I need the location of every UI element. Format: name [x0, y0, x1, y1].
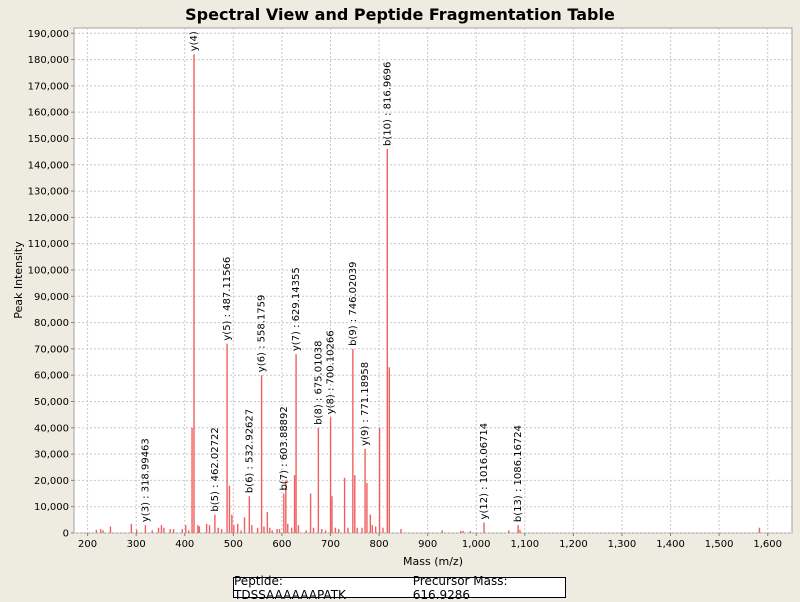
y-axis: 0 10,000 20,000 30,000 40,000 50,000 60,000 70,… — [28, 29, 74, 540]
peak-annotation: y(4) — [189, 31, 200, 51]
y-tick-label: 30,000 — [34, 450, 69, 461]
y-tick-label: 20,000 — [34, 476, 69, 487]
y-axis-label: Peak Intensity — [12, 241, 25, 319]
peak-annotation: y(7) : 629.14355 — [291, 267, 302, 351]
y-tick-label: 80,000 — [34, 318, 69, 329]
x-tick-label: 500 — [224, 539, 243, 550]
x-axis: 200 300 400 500 600 700 800 900 1,000 1,100 1,200 1… — [78, 533, 782, 550]
y-tick-label: 100,000 — [28, 265, 69, 276]
x-tick-label: 300 — [127, 539, 146, 550]
x-tick-label: 1,500 — [705, 539, 734, 550]
peptide-sequence: Peptide: TDSSAAAAAAPATK — [234, 573, 346, 602]
y-tick-label: 160,000 — [28, 108, 69, 119]
peak-annotations: y(3) : 318.99463 y(4) b(5) : 462.02722 y(5)… — [140, 31, 524, 522]
plot-area — [73, 27, 793, 534]
peak-annotation: y(12) : 1016.06714 — [479, 423, 490, 520]
x-tick-label: 700 — [321, 539, 340, 550]
x-tick-label: 600 — [272, 539, 291, 550]
y-tick-label: 70,000 — [34, 344, 69, 355]
peak-annotation: b(6) : 532.92627 — [244, 409, 255, 493]
y-tick-label: 170,000 — [28, 81, 69, 92]
y-tick-label: 120,000 — [28, 213, 69, 224]
x-tick-label: 200 — [78, 539, 97, 550]
y-tick-label: 140,000 — [28, 160, 69, 171]
peak-annotation: y(5) : 487.11566 — [222, 257, 233, 341]
y-tick-label: 150,000 — [28, 134, 69, 145]
x-tick-label: 1,600 — [753, 539, 782, 550]
peak-annotation: b(8) : 675.01038 — [313, 340, 324, 424]
x-tick-label: 1,400 — [656, 539, 685, 550]
x-tick-label: 1,000 — [462, 539, 491, 550]
peak-annotation: y(8) : 700.10266 — [326, 330, 337, 414]
x-tick-label: 1,200 — [559, 539, 588, 550]
x-tick-label: 1,300 — [608, 539, 637, 550]
peak-annotation: b(9) : 746.02039 — [348, 262, 359, 346]
peak-annotation: y(6) : 558.1759 — [257, 295, 268, 373]
peak-annotation: b(7) : 603.88892 — [279, 406, 290, 490]
x-tick-label: 900 — [418, 539, 437, 550]
x-tick-label: 400 — [175, 539, 194, 550]
peak-annotation: b(13) : 1086.16724 — [513, 425, 524, 522]
precursor-mass: Precursor Mass: 616.9286 — [412, 573, 508, 602]
y-tick-label: 50,000 — [34, 397, 69, 408]
x-tick-label: 800 — [370, 539, 389, 550]
chart-title: Spectral View and Peptide Fragmentation … — [185, 5, 615, 24]
x-axis-label: Mass (m/z) — [403, 555, 463, 568]
y-tick-label: 130,000 — [28, 187, 69, 198]
peak-annotation: y(3) : 318.99463 — [140, 438, 151, 522]
peak-series — [95, 54, 761, 533]
peak-annotation: b(10) : 816.9696 — [382, 62, 393, 146]
grid-lines — [74, 28, 792, 534]
peptide-info-box: Peptide: TDSSAAAAAAPATK Precursor Mass: … — [233, 574, 566, 602]
y-tick-label: 90,000 — [34, 292, 69, 303]
y-tick-label: 60,000 — [34, 371, 69, 382]
y-tick-label: 10,000 — [34, 502, 69, 513]
y-tick-label: 40,000 — [34, 423, 69, 434]
peak-annotation: b(5) : 462.02722 — [210, 427, 221, 511]
peak-annotation: y(9) : 771.18958 — [360, 362, 371, 446]
y-tick-label: 110,000 — [28, 239, 69, 250]
y-tick-label: 190,000 — [28, 29, 69, 40]
y-tick-label: 180,000 — [28, 55, 69, 66]
y-tick-label: 0 — [63, 529, 69, 540]
x-tick-label: 1,100 — [510, 539, 539, 550]
